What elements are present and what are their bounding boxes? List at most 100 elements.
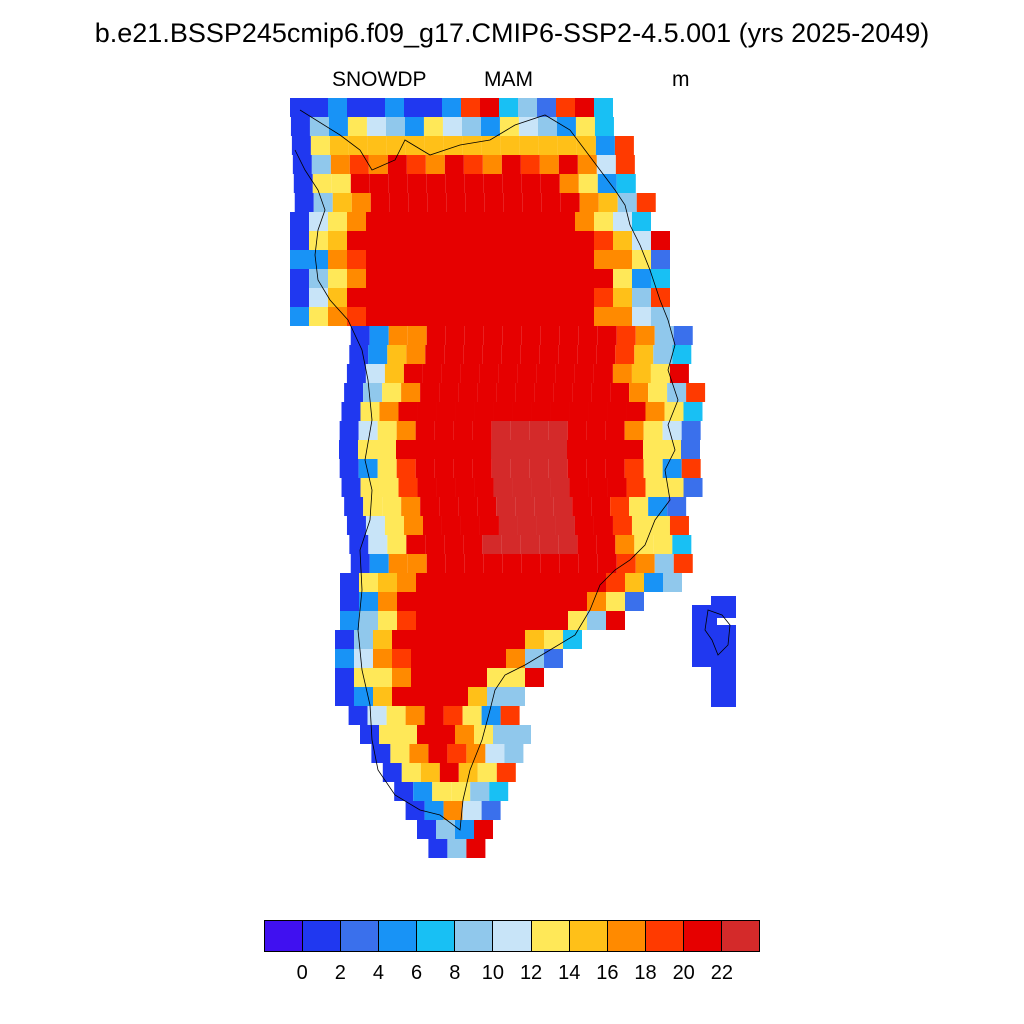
grid-cell [406,345,426,364]
grid-cell [626,478,646,497]
grid-cell [511,592,530,611]
grid-cell [529,440,549,459]
grid-cell [405,801,425,820]
grid-cell [404,269,423,288]
colorbar [264,920,760,952]
grid-cell [472,440,492,459]
grid-cell [530,611,549,630]
grid-cell [442,288,461,307]
grid-cell [426,174,446,193]
grid-cell [613,231,632,250]
grid-cell [650,516,670,535]
grid-cell [591,497,611,516]
grid-cell [491,421,511,440]
grid-cell [482,535,502,554]
grid-cell [501,345,521,364]
grid-cell [449,630,468,649]
grid-cell [387,155,407,174]
colorbar-swatch [645,921,684,951]
grid-cell [518,250,537,269]
grid-cell [430,687,449,706]
grid-cell [358,440,378,459]
grid-cell [506,668,525,687]
grid-cell [461,288,480,307]
grid-cell [556,269,575,288]
grid-cell [409,744,429,763]
colorbar-tick-label: 8 [449,962,461,984]
grid-cell [610,383,630,402]
grid-cell [430,668,449,687]
grid-cell [339,459,359,478]
grid-cell [359,592,378,611]
grid-cell [472,459,492,478]
grid-cell [499,117,519,136]
grid-cell [312,174,332,193]
grid-cell [607,478,627,497]
grid-cell [461,98,480,117]
grid-cell [330,155,350,174]
grid-cell [605,440,625,459]
grid-cell [461,250,480,269]
grid-cell [594,98,613,117]
grid-cell [369,326,389,345]
grid-cell [549,573,568,592]
colorbar-tick-label: 18 [634,962,657,984]
grid-cell [331,174,351,193]
grid-cell [442,117,462,136]
grid-cell [388,554,408,573]
grid-cell [468,687,487,706]
grid-cell [454,592,473,611]
grid-cell [382,497,402,516]
grid-cell [605,459,625,478]
grid-cell [347,250,366,269]
grid-cell [397,611,416,630]
grid-cell [310,136,330,155]
grid-cell [404,250,423,269]
grid-cell [632,307,651,326]
grid-cell [470,782,490,801]
grid-cell [556,231,575,250]
season-label: MAM [484,68,533,91]
grid-cell [544,649,563,668]
units-label: m [672,68,690,91]
grid-cell [403,364,423,383]
grid-cell [442,98,461,117]
grid-cell [499,288,518,307]
grid-cell [384,364,404,383]
grid-cell [401,497,421,516]
grid-cell [525,630,544,649]
map-cells [290,98,736,858]
grid-cell [360,725,379,744]
grid-cell [493,478,513,497]
grid-cell [473,592,492,611]
grid-cell [473,611,492,630]
grid-cell [392,649,411,668]
grid-cell [615,535,635,554]
grid-cell [575,288,594,307]
grid-cell [387,535,407,554]
grid-cell [461,231,480,250]
grid-cell [664,402,684,421]
grid-cell [504,744,524,763]
grid-cell [521,326,541,345]
grid-cell [435,573,454,592]
grid-cell [404,307,423,326]
grid-cell [416,592,435,611]
grid-cell [521,174,541,193]
grid-cell [686,383,706,402]
grid-cell [385,98,404,117]
grid-cell [328,288,347,307]
grid-cell [349,155,369,174]
grid-cell [711,596,736,618]
grid-cell [662,440,682,459]
grid-cell [556,117,576,136]
grid-cell [501,155,521,174]
colorbar-swatch [607,921,646,951]
grid-cell [366,231,385,250]
grid-cell [493,402,513,421]
grid-cell [373,687,392,706]
grid-cell [663,573,682,592]
grid-cell [617,193,637,212]
grid-cell [385,288,404,307]
grid-cell [520,535,540,554]
